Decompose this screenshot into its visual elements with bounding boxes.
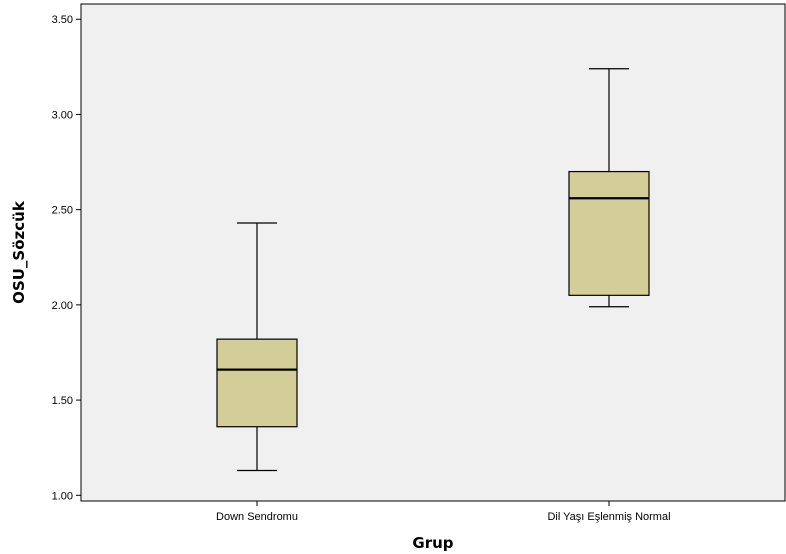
box-iqr (568, 170, 650, 296)
y-tick-label: 3.50 (52, 14, 73, 26)
x-tick-label: Dil Yaşı Eşlenmiş Normal (547, 511, 670, 523)
y-tick-label: 1.00 (52, 490, 73, 502)
x-axis-title: Grup (412, 534, 453, 552)
y-tick-label: 1.50 (52, 395, 73, 407)
y-tick-label: 2.00 (52, 300, 73, 312)
box-series (216, 68, 650, 472)
plot-area (80, 3, 786, 502)
x-tick-label: Down Sendromu (216, 511, 298, 523)
box-iqr (216, 338, 298, 428)
box-group (216, 222, 298, 472)
y-tick-label: 3.00 (52, 109, 73, 121)
y-tick-label: 2.50 (52, 205, 73, 217)
box-group (568, 68, 650, 308)
y-axis: 1.00 1.50 2.00 2.50 3.00 3.50 (52, 14, 81, 502)
x-axis: Down Sendromu Dil Yaşı Eşlenmiş Normal (216, 501, 671, 523)
y-axis-title: OSU_Sözcük (10, 200, 28, 304)
